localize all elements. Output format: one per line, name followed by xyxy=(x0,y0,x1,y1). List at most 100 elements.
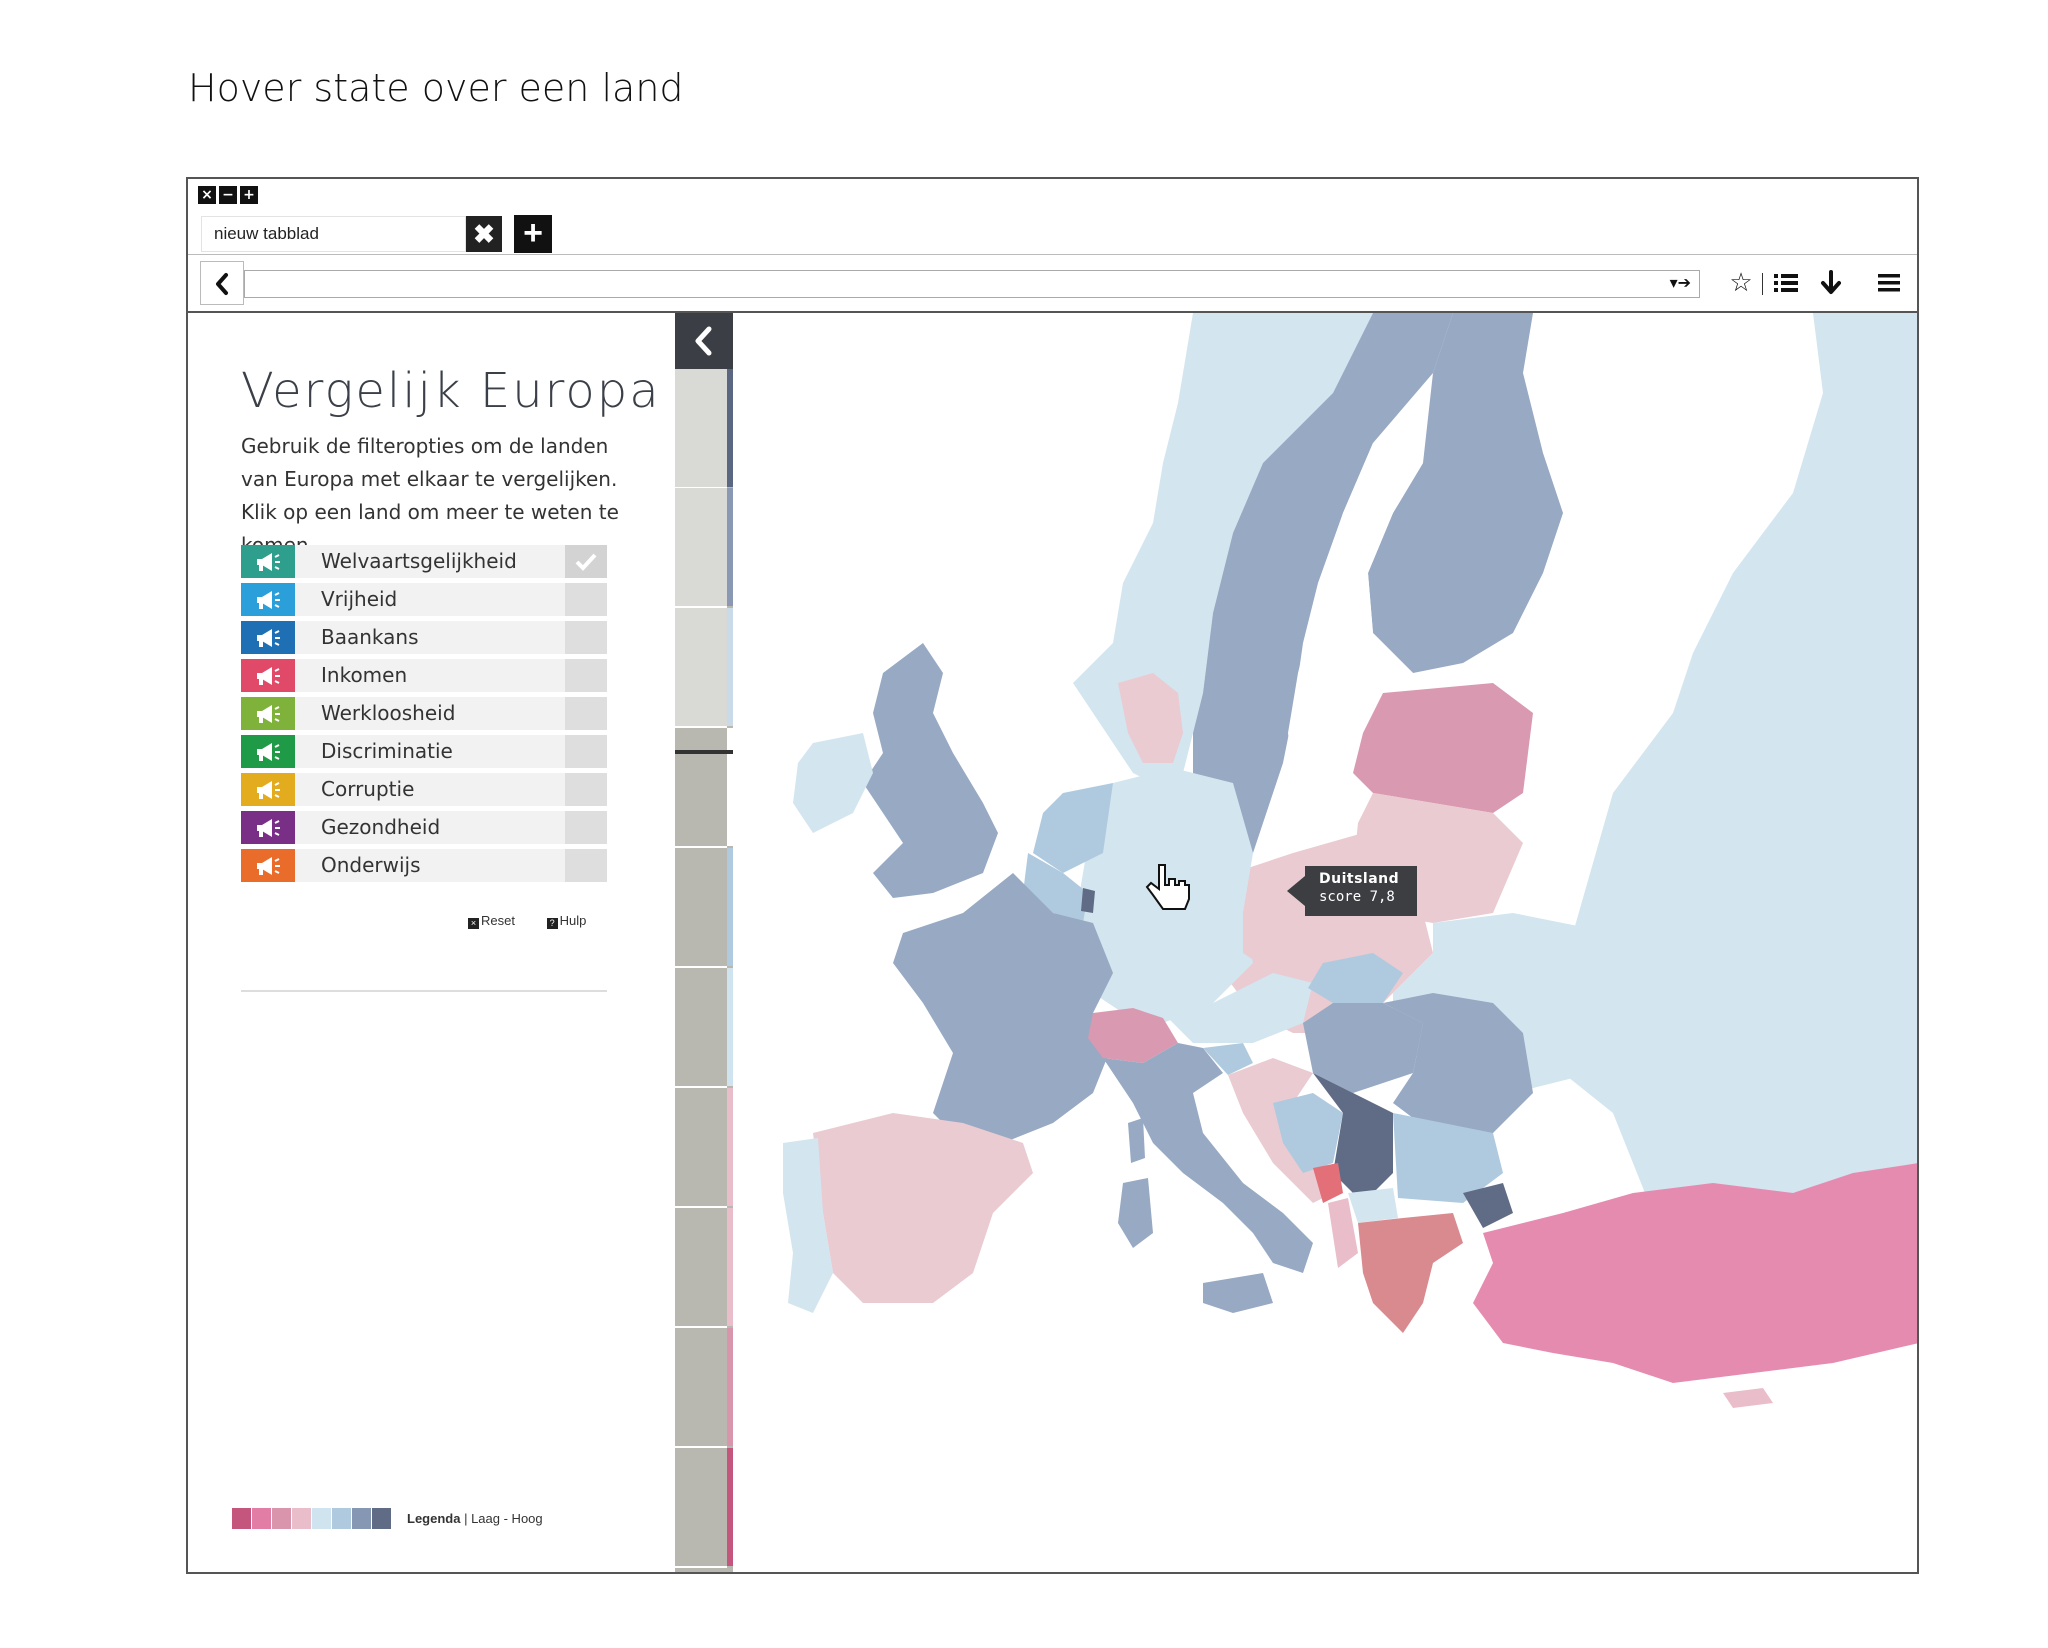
country-sweden[interactable] xyxy=(1193,313,1453,873)
country-macedonia[interactable] xyxy=(1348,1188,1398,1223)
country-czechia[interactable] xyxy=(1243,903,1333,973)
strip-segment[interactable] xyxy=(675,1448,727,1568)
country-romania[interactable] xyxy=(1383,993,1533,1133)
country-sardinia[interactable] xyxy=(1118,1178,1153,1248)
filter-checkbox[interactable] xyxy=(565,697,607,730)
go-arrows-icon[interactable]: ▾➔ xyxy=(1669,273,1691,292)
filter-checkbox[interactable] xyxy=(565,735,607,768)
toolbar-divider xyxy=(1762,273,1763,295)
country-sicily[interactable] xyxy=(1203,1273,1273,1313)
country-slovenia[interactable] xyxy=(1203,1043,1253,1075)
country-switzerland[interactable] xyxy=(1088,1008,1178,1063)
filter-row[interactable]: Onderwijs xyxy=(241,849,607,882)
filter-label: Corruptie xyxy=(321,777,415,801)
chevron-left-icon xyxy=(695,326,712,356)
country-spain[interactable] xyxy=(813,1113,1033,1303)
strip-segment[interactable] xyxy=(675,1088,727,1208)
country-turkey-europe[interactable] xyxy=(1463,1183,1513,1228)
filter-label: Inkomen xyxy=(321,663,408,687)
filter-row[interactable]: Discriminatie xyxy=(241,735,607,768)
country-montenegro[interactable] xyxy=(1313,1163,1343,1203)
filter-checkbox[interactable] xyxy=(565,545,607,578)
filter-label: Discriminatie xyxy=(321,739,453,763)
back-button[interactable] xyxy=(200,261,244,305)
new-tab-button[interactable]: + xyxy=(514,215,552,253)
country-turkey[interactable] xyxy=(1473,1163,1919,1383)
country-finland[interactable] xyxy=(1368,313,1563,673)
help-link[interactable]: ? Hulp xyxy=(546,913,587,929)
country-uk[interactable] xyxy=(863,643,998,898)
country-cyprus[interactable] xyxy=(1723,1388,1773,1408)
country-luxembourg[interactable] xyxy=(1081,888,1095,913)
legend-range: Laag - Hoog xyxy=(471,1511,543,1526)
filter-row[interactable]: Baankans xyxy=(241,621,607,654)
country-portugal[interactable] xyxy=(783,1138,833,1313)
country-corsica[interactable] xyxy=(1128,1118,1145,1163)
country-baltics[interactable] xyxy=(1353,683,1533,813)
country-france[interactable] xyxy=(893,873,1113,1143)
country-denmark[interactable] xyxy=(1118,673,1183,763)
strip-segment[interactable] xyxy=(675,608,727,728)
country-bosnia[interactable] xyxy=(1273,1093,1343,1173)
help-label: Hulp xyxy=(559,913,587,928)
star-icon[interactable]: ☆ xyxy=(1729,268,1753,298)
filter-icon-bg xyxy=(241,735,295,768)
europe-map[interactable]: Duitsland score 7,8 xyxy=(733,313,1919,1572)
country-slovakia[interactable] xyxy=(1308,953,1403,1003)
minimize-window-button[interactable]: − xyxy=(219,186,237,204)
filter-icon-bg xyxy=(241,773,295,806)
tooltip-country: Duitsland xyxy=(1319,871,1400,887)
hand-cursor-icon xyxy=(1145,864,1190,910)
filter-row[interactable]: Corruptie xyxy=(241,773,607,806)
menu-icon[interactable] xyxy=(1873,267,1905,299)
strip-segment[interactable] xyxy=(675,1328,727,1448)
list-icon[interactable] xyxy=(1770,267,1802,299)
country-austria[interactable] xyxy=(1163,973,1313,1043)
legend-text: Legenda | Laag - Hoog xyxy=(407,1511,543,1526)
country-italy[interactable] xyxy=(1103,1043,1313,1273)
filter-row[interactable]: Welvaartsgelijkheid xyxy=(241,545,607,578)
filter-checkbox[interactable] xyxy=(565,583,607,616)
strip-segment[interactable] xyxy=(675,1208,727,1328)
filter-row[interactable]: Gezondheid xyxy=(241,811,607,844)
legend-swatch xyxy=(352,1508,371,1529)
strip-segment[interactable] xyxy=(675,369,727,489)
filter-list: Welvaartsgelijkheid Vrijheid Baankans Inkom… xyxy=(241,545,607,887)
country-serbia[interactable] xyxy=(1313,1073,1393,1203)
strip-segment[interactable] xyxy=(675,488,727,608)
filter-icon-bg xyxy=(241,621,295,654)
country-greece[interactable] xyxy=(1358,1213,1463,1333)
address-bar[interactable]: ▾➔ xyxy=(244,270,1700,298)
filter-checkbox[interactable] xyxy=(565,811,607,844)
filter-row[interactable]: Inkomen xyxy=(241,659,607,692)
download-icon[interactable] xyxy=(1815,267,1847,299)
country-norway[interactable] xyxy=(1073,313,1373,783)
country-netherlands[interactable] xyxy=(1033,783,1113,873)
filter-label: Gezondheid xyxy=(321,815,441,839)
country-belgium[interactable] xyxy=(1023,853,1088,923)
filter-checkbox[interactable] xyxy=(565,659,607,692)
filter-icon-bg xyxy=(241,849,295,882)
filter-row[interactable]: Werkloosheid xyxy=(241,697,607,730)
tab-close-button[interactable]: ✖ xyxy=(466,216,502,252)
maximize-window-button[interactable]: + xyxy=(240,186,258,204)
filter-checkbox[interactable] xyxy=(565,849,607,882)
reset-link[interactable]: × Reset xyxy=(468,913,515,929)
country-albania[interactable] xyxy=(1328,1198,1358,1268)
legend-swatch xyxy=(372,1508,391,1529)
browser-tab[interactable]: nieuw tabblad xyxy=(201,216,466,252)
country-hungary[interactable] xyxy=(1303,1003,1423,1093)
filter-checkbox[interactable] xyxy=(565,773,607,806)
strip-segment[interactable] xyxy=(675,968,727,1088)
country-bulgaria[interactable] xyxy=(1393,1113,1503,1203)
collapse-panel-button[interactable] xyxy=(675,313,733,369)
close-window-button[interactable]: × xyxy=(198,186,216,204)
strip-segment[interactable] xyxy=(675,728,727,848)
filter-checkbox[interactable] xyxy=(565,621,607,654)
legend-swatches xyxy=(232,1508,392,1529)
filter-row[interactable]: Vrijheid xyxy=(241,583,607,616)
country-russia[interactable] xyxy=(1563,313,1919,1353)
filter-label: Onderwijs xyxy=(321,853,421,877)
strip-segment[interactable] xyxy=(675,848,727,968)
country-ireland[interactable] xyxy=(793,733,873,833)
